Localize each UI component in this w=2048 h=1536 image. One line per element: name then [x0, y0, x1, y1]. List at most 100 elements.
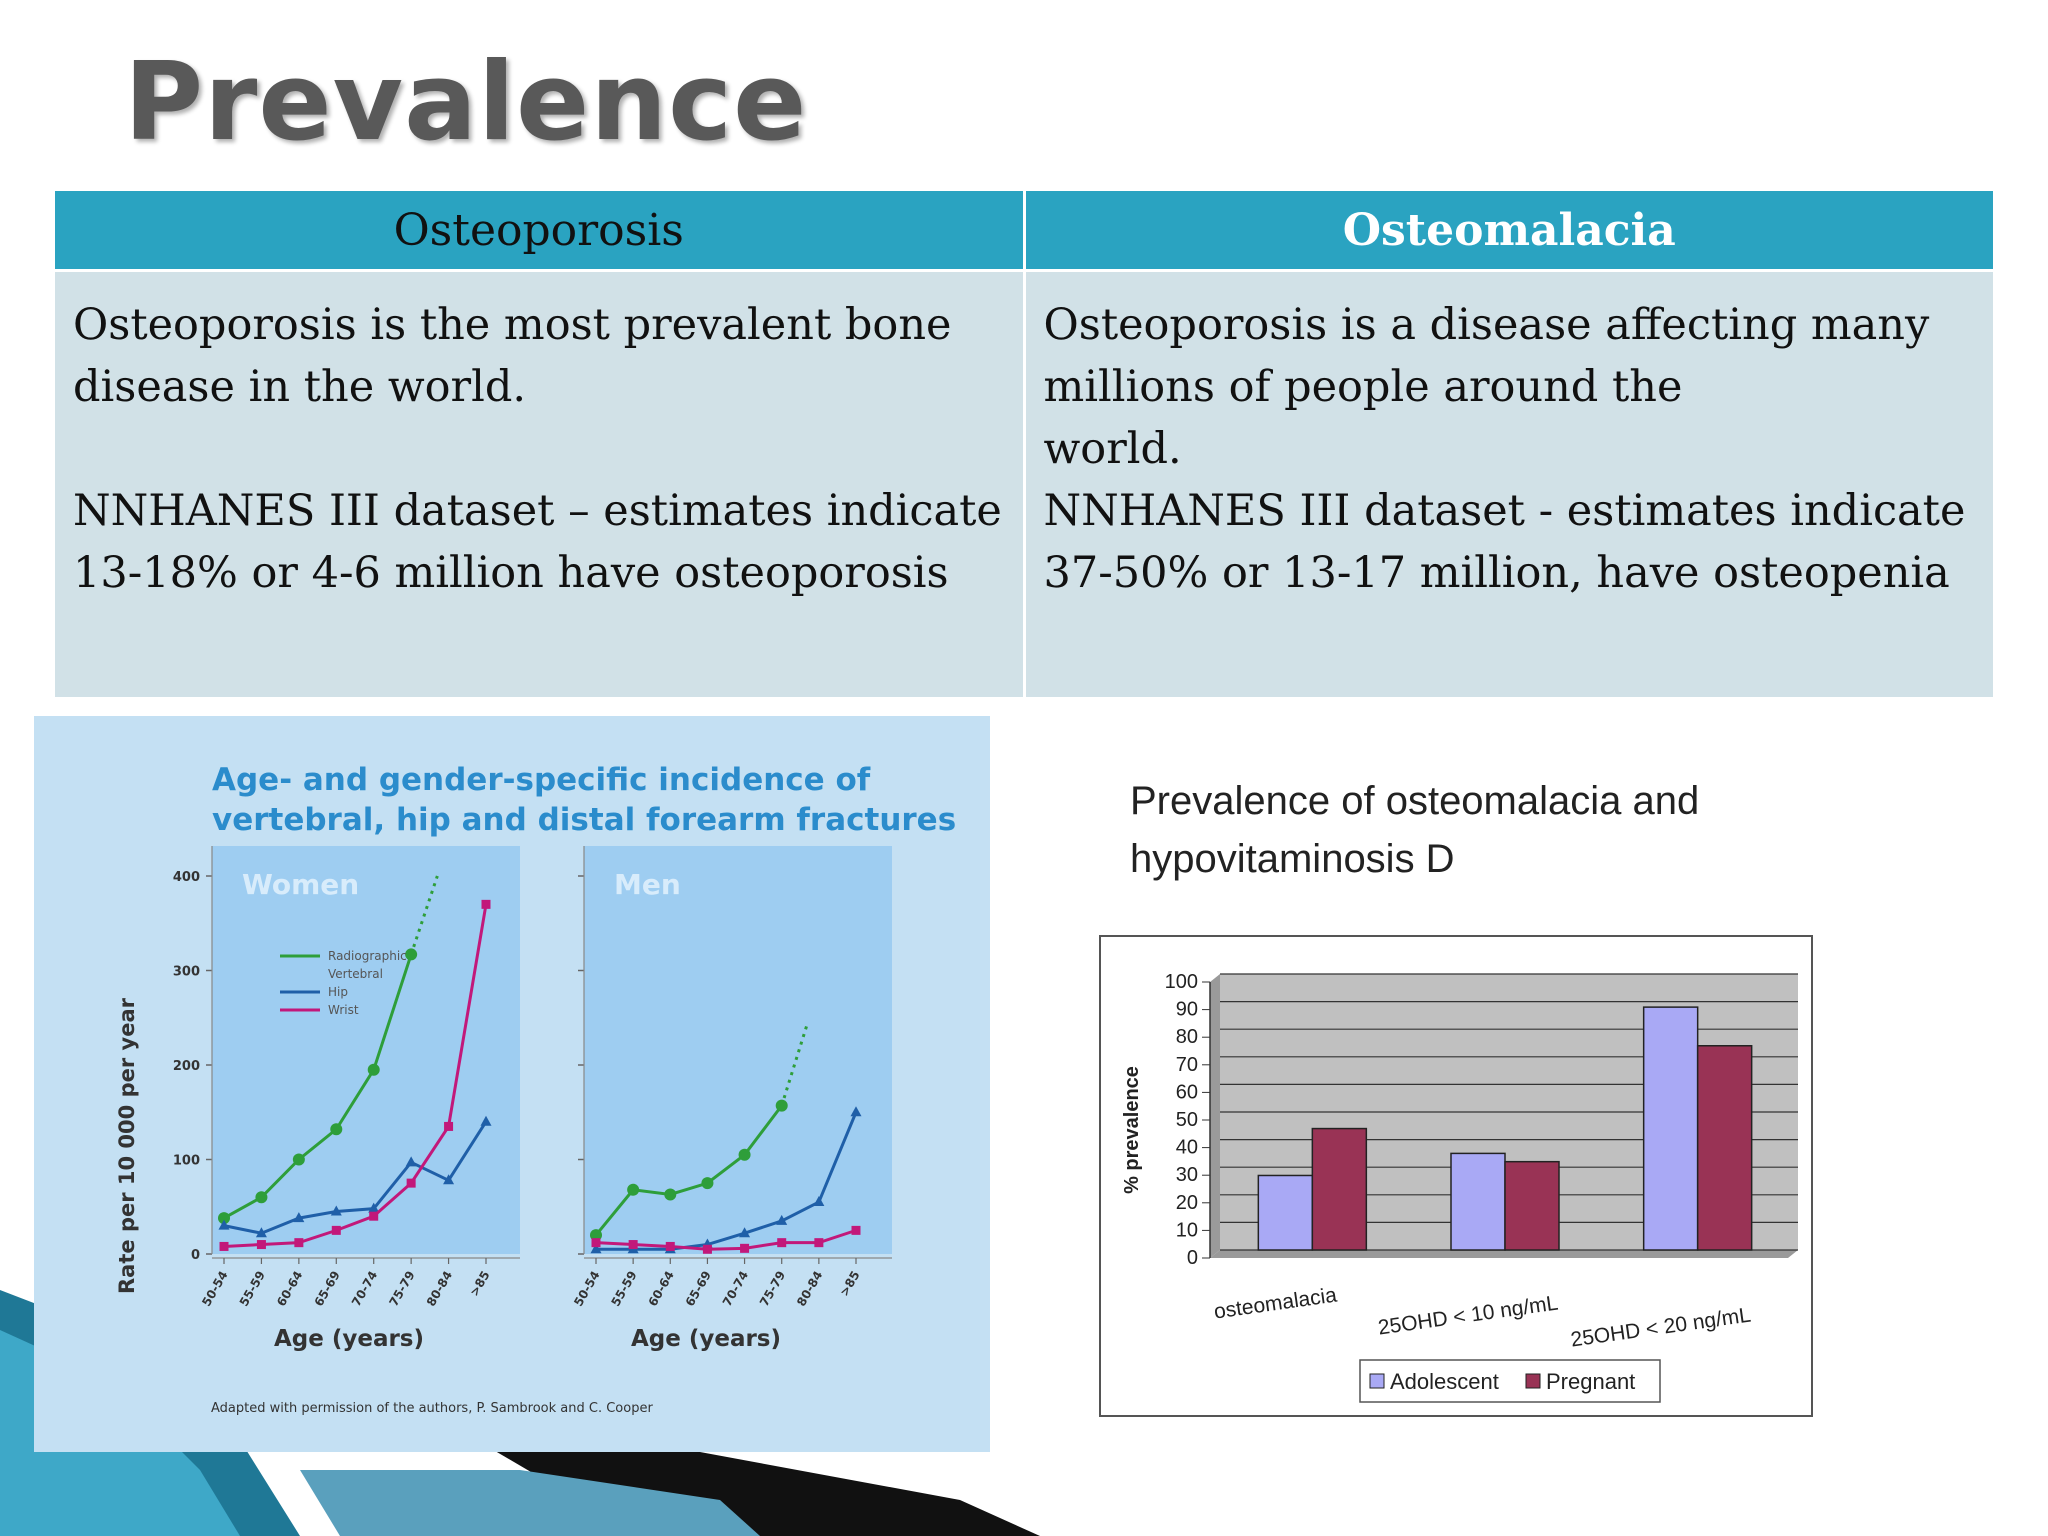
- osteomalacia-text-line-1: Osteoporosis is a disease affecting many: [1043, 300, 1930, 350]
- bar-adolescent-2: [1642, 1006, 1699, 1251]
- data-point-hip: [590, 1243, 602, 1254]
- data-point-wrist: [369, 1211, 379, 1221]
- grey-swoosh: [300, 1470, 760, 1536]
- y-tick-label: 60: [1176, 1081, 1198, 1103]
- x-tick-label: >85: [467, 1269, 493, 1299]
- x-tick-label: 80-84: [424, 1269, 455, 1309]
- panel-label-men: Men: [614, 868, 681, 901]
- data-point-wrist: [814, 1238, 824, 1248]
- fracture-x-axis-label-men: Age (years): [631, 1326, 781, 1352]
- x-tick-label: 55-59: [237, 1269, 268, 1309]
- data-point-wrist: [294, 1238, 304, 1248]
- x-tick-label: 65-69: [312, 1269, 343, 1309]
- data-point-wrist: [406, 1178, 416, 1188]
- legend-label: Wrist: [328, 1003, 359, 1017]
- data-point-hip: [739, 1227, 751, 1238]
- y-tick-label: 0: [1187, 1247, 1198, 1269]
- y-tick-label: 100: [1165, 971, 1198, 993]
- series-line-vertebral-women: [223, 953, 413, 1220]
- y-tick-label: 70: [1176, 1054, 1198, 1076]
- data-point-hip: [405, 1156, 417, 1167]
- bar-adolescent-1: [1450, 1152, 1506, 1251]
- data-point-wrist: [481, 899, 491, 909]
- x-tick-label: 55-59: [608, 1269, 639, 1309]
- legend-label-adolescent: Adolescent: [1390, 1369, 1499, 1394]
- legend-label: Hip: [328, 985, 348, 999]
- x-tick-label: >85: [837, 1269, 863, 1299]
- series-line-wrist-women: [223, 904, 488, 1248]
- data-point-wrist: [256, 1240, 266, 1250]
- series-line-hip-women: [223, 1120, 488, 1235]
- data-point-vertebral: [292, 1153, 305, 1166]
- x-tick-label: 60-64: [274, 1269, 305, 1309]
- data-point-wrist: [777, 1238, 787, 1248]
- series-projection-vertebral-men: [780, 1022, 810, 1107]
- x-tick-label: 75-79: [386, 1269, 417, 1309]
- fracture-chart-title-line-1: Age- and gender-specific incidence of: [212, 762, 871, 798]
- slide-title: Prevalence: [124, 40, 808, 165]
- data-point-hip: [443, 1174, 455, 1185]
- y-tick-label: 80: [1176, 1026, 1198, 1048]
- series-line-wrist-men: [595, 1228, 857, 1251]
- y-tick-label: 100: [173, 1154, 200, 1169]
- osteomalacia-text-line-3: world.: [1043, 424, 1182, 474]
- data-point-hip: [218, 1219, 230, 1230]
- y-tick-label: 50: [1176, 1109, 1198, 1131]
- y-tick-label: 10: [1176, 1219, 1198, 1241]
- fracture-chart-title-line-2: vertebral, hip and distal forearm fractu…: [212, 802, 956, 838]
- data-point-hip: [776, 1214, 788, 1225]
- fracture-x-axis-label-women: Age (years): [274, 1326, 424, 1352]
- x-tick-label: 80-84: [794, 1269, 825, 1309]
- cell-osteomalacia: Osteoporosis is a disease affecting many…: [1022, 269, 1996, 700]
- data-point-vertebral: [218, 1212, 230, 1225]
- comparison-table: Osteoporosis Osteomalacia Osteoporosis i…: [52, 188, 1996, 700]
- data-point-vertebral: [701, 1177, 714, 1190]
- bar-pregnant-0: [1311, 1127, 1368, 1251]
- series-projection-vertebral-women: [409, 875, 439, 955]
- plot-wall: [1210, 974, 1220, 1258]
- table-row: Osteoporosis is the most prevalent bone …: [52, 269, 1996, 700]
- x-tick-label: 60-64: [646, 1269, 677, 1309]
- legend-label: Radiographic: [328, 949, 407, 963]
- bar-adolescent-0: [1257, 1174, 1314, 1251]
- data-point-wrist: [740, 1243, 750, 1253]
- osteo-y-axis-label: % prevalence: [1121, 1066, 1143, 1194]
- data-point-hip: [330, 1205, 342, 1216]
- table-header-row: Osteoporosis Osteomalacia: [52, 188, 1996, 272]
- data-point-vertebral: [590, 1229, 602, 1242]
- legend-label: Vertebral: [328, 967, 383, 981]
- osteo-chart-title-line-2: hypovitaminosis D: [1130, 837, 1455, 881]
- data-point-hip: [255, 1227, 267, 1238]
- data-point-vertebral: [255, 1191, 268, 1204]
- x-tick-label: 65-69: [683, 1269, 714, 1309]
- data-point-hip: [293, 1212, 305, 1223]
- data-point-vertebral: [627, 1183, 640, 1196]
- data-point-hip: [480, 1115, 492, 1126]
- y-tick-label: 90: [1176, 999, 1198, 1021]
- legend-label-pregnant: Pregnant: [1546, 1369, 1635, 1394]
- data-point-vertebral: [664, 1188, 677, 1201]
- x-tick-label: 50-54: [199, 1269, 230, 1309]
- header-osteoporosis: Osteoporosis: [52, 188, 1026, 272]
- osteomalacia-text-2: NNHANES III dataset - estimates indicate…: [1043, 486, 1966, 598]
- data-point-vertebral: [738, 1148, 751, 1161]
- data-point-wrist: [444, 1121, 454, 1131]
- data-point-vertebral: [367, 1063, 380, 1076]
- data-point-hip: [850, 1106, 862, 1117]
- x-tick-label: 50-54: [571, 1269, 602, 1309]
- data-point-wrist: [665, 1241, 675, 1251]
- cell-osteoporosis: Osteoporosis is the most prevalent bone …: [52, 269, 1026, 700]
- osteoporosis-text-1: Osteoporosis is the most prevalent bone …: [73, 300, 952, 412]
- bar-pregnant-1: [1504, 1160, 1560, 1251]
- series-line-hip-men: [596, 1111, 858, 1251]
- header-osteomalacia: Osteomalacia: [1022, 188, 1996, 272]
- fracture-footnote: Adapted with permission of the authors, …: [211, 1401, 653, 1416]
- data-point-wrist: [331, 1225, 341, 1235]
- panel-label-women: Women: [242, 868, 359, 901]
- data-point-hip: [368, 1202, 380, 1213]
- x-tick-label: 75-79: [757, 1269, 788, 1309]
- legend-box: [1359, 1359, 1661, 1403]
- fracture-incidence-figure: Age- and gender-specific incidence of ve…: [34, 716, 990, 1452]
- y-tick-label: 30: [1176, 1164, 1198, 1186]
- x-tick-label: 70-74: [349, 1269, 380, 1309]
